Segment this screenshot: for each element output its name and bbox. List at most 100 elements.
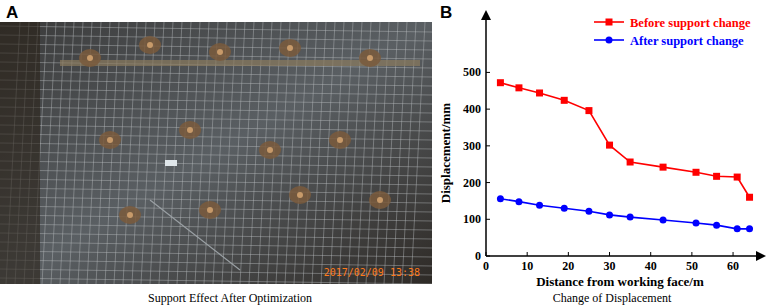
mesh-wire xyxy=(0,278,432,284)
marker xyxy=(497,79,504,86)
tag xyxy=(165,160,177,166)
marker xyxy=(713,173,720,180)
bolt xyxy=(99,131,121,149)
bolt-head xyxy=(267,147,273,153)
mesh-wire xyxy=(0,260,432,266)
x-tick-label: 40 xyxy=(645,259,657,273)
x-tick-label: 0 xyxy=(483,259,489,273)
bolt-head xyxy=(147,42,153,48)
bolt-head xyxy=(187,127,193,133)
mesh-wire xyxy=(0,161,432,167)
x-tick xyxy=(486,252,487,256)
mesh-wire xyxy=(0,170,432,176)
y-tick xyxy=(486,256,490,257)
marker xyxy=(536,202,543,209)
y-tick xyxy=(486,182,490,183)
y-tick-label: 400 xyxy=(463,102,481,116)
bolt xyxy=(199,201,221,219)
mesh-wire xyxy=(0,71,432,77)
bolt xyxy=(329,131,351,149)
mesh-wire xyxy=(0,35,432,41)
marker xyxy=(693,219,700,226)
legend-label: After support change xyxy=(630,34,744,48)
bolt-head xyxy=(217,49,223,55)
marker xyxy=(713,222,720,229)
mesh-wire xyxy=(0,116,432,122)
y-tick-label: 500 xyxy=(463,65,481,79)
x-tick-label: 50 xyxy=(686,259,698,273)
bolt-head xyxy=(87,55,93,61)
x-tick xyxy=(733,252,734,256)
marker xyxy=(606,211,613,218)
data-group xyxy=(497,79,753,232)
series-line xyxy=(500,83,749,198)
mesh-wire xyxy=(0,134,432,140)
mesh-wire xyxy=(0,242,432,248)
y-tick-label: 300 xyxy=(463,139,481,153)
y-tick-label: 100 xyxy=(463,212,481,226)
marker xyxy=(660,217,667,224)
x-tick-label: 20 xyxy=(562,259,574,273)
bolt-head xyxy=(107,137,113,143)
bolt xyxy=(119,206,141,224)
bolt xyxy=(359,49,381,67)
bolt xyxy=(139,36,161,54)
y-tick-label: 200 xyxy=(463,176,481,190)
rib xyxy=(0,22,40,284)
mesh-wire xyxy=(0,152,432,158)
series-line xyxy=(500,199,749,229)
marker xyxy=(734,174,741,181)
marker xyxy=(536,89,543,96)
x-tick-label: 10 xyxy=(521,259,533,273)
x-tick xyxy=(691,252,692,256)
mesh-wire xyxy=(0,224,432,230)
bolt xyxy=(279,39,301,57)
bolt xyxy=(369,191,391,209)
marker xyxy=(627,214,634,221)
bolt-head xyxy=(287,45,293,51)
y-tick-label: 0 xyxy=(475,249,481,263)
x-tick-label: 60 xyxy=(727,259,739,273)
mesh-wire xyxy=(0,125,432,131)
bolt-head xyxy=(377,197,383,203)
legend-label: Before support change xyxy=(630,16,751,30)
bolt xyxy=(179,121,201,139)
figure: 2017/02/09 13:38 A Support Effect After Op… xyxy=(0,0,782,307)
mesh-wire xyxy=(0,26,432,32)
mesh-wire xyxy=(0,89,432,95)
cable xyxy=(150,200,240,270)
marker xyxy=(693,169,700,176)
bolt xyxy=(259,141,281,159)
x-axis-arrow xyxy=(756,251,766,261)
x-tick-label: 30 xyxy=(604,259,616,273)
mesh-wire xyxy=(0,107,432,113)
panel-label: B xyxy=(440,3,452,22)
mesh-wire xyxy=(0,179,432,185)
marker xyxy=(561,97,568,104)
marker xyxy=(585,208,592,215)
photo-background xyxy=(0,22,432,284)
bolt xyxy=(289,186,311,204)
y-tick xyxy=(486,109,490,110)
x-tick xyxy=(650,252,651,256)
marker xyxy=(746,194,753,201)
mesh-wire xyxy=(0,233,432,239)
marker xyxy=(515,84,522,91)
mesh-wire xyxy=(0,143,432,149)
marker xyxy=(561,205,568,212)
x-axis-title: Distance from working face/m xyxy=(536,274,704,289)
legend-entry: Before support change xyxy=(594,16,751,30)
legend-marker xyxy=(606,37,613,44)
marker xyxy=(627,159,634,166)
y-tick xyxy=(486,219,490,220)
timestamp: 2017/02/09 13:38 xyxy=(324,267,420,278)
y-tick xyxy=(486,72,490,73)
panel-label: A xyxy=(6,3,18,22)
mesh-wire xyxy=(0,188,432,194)
bolt xyxy=(79,49,101,67)
y-axis-title: Displacement/mm xyxy=(438,103,453,204)
caption: Support Effect After Optimization xyxy=(148,291,312,305)
photo xyxy=(0,22,432,284)
x-tick xyxy=(527,252,528,256)
mesh-wire xyxy=(0,197,432,203)
